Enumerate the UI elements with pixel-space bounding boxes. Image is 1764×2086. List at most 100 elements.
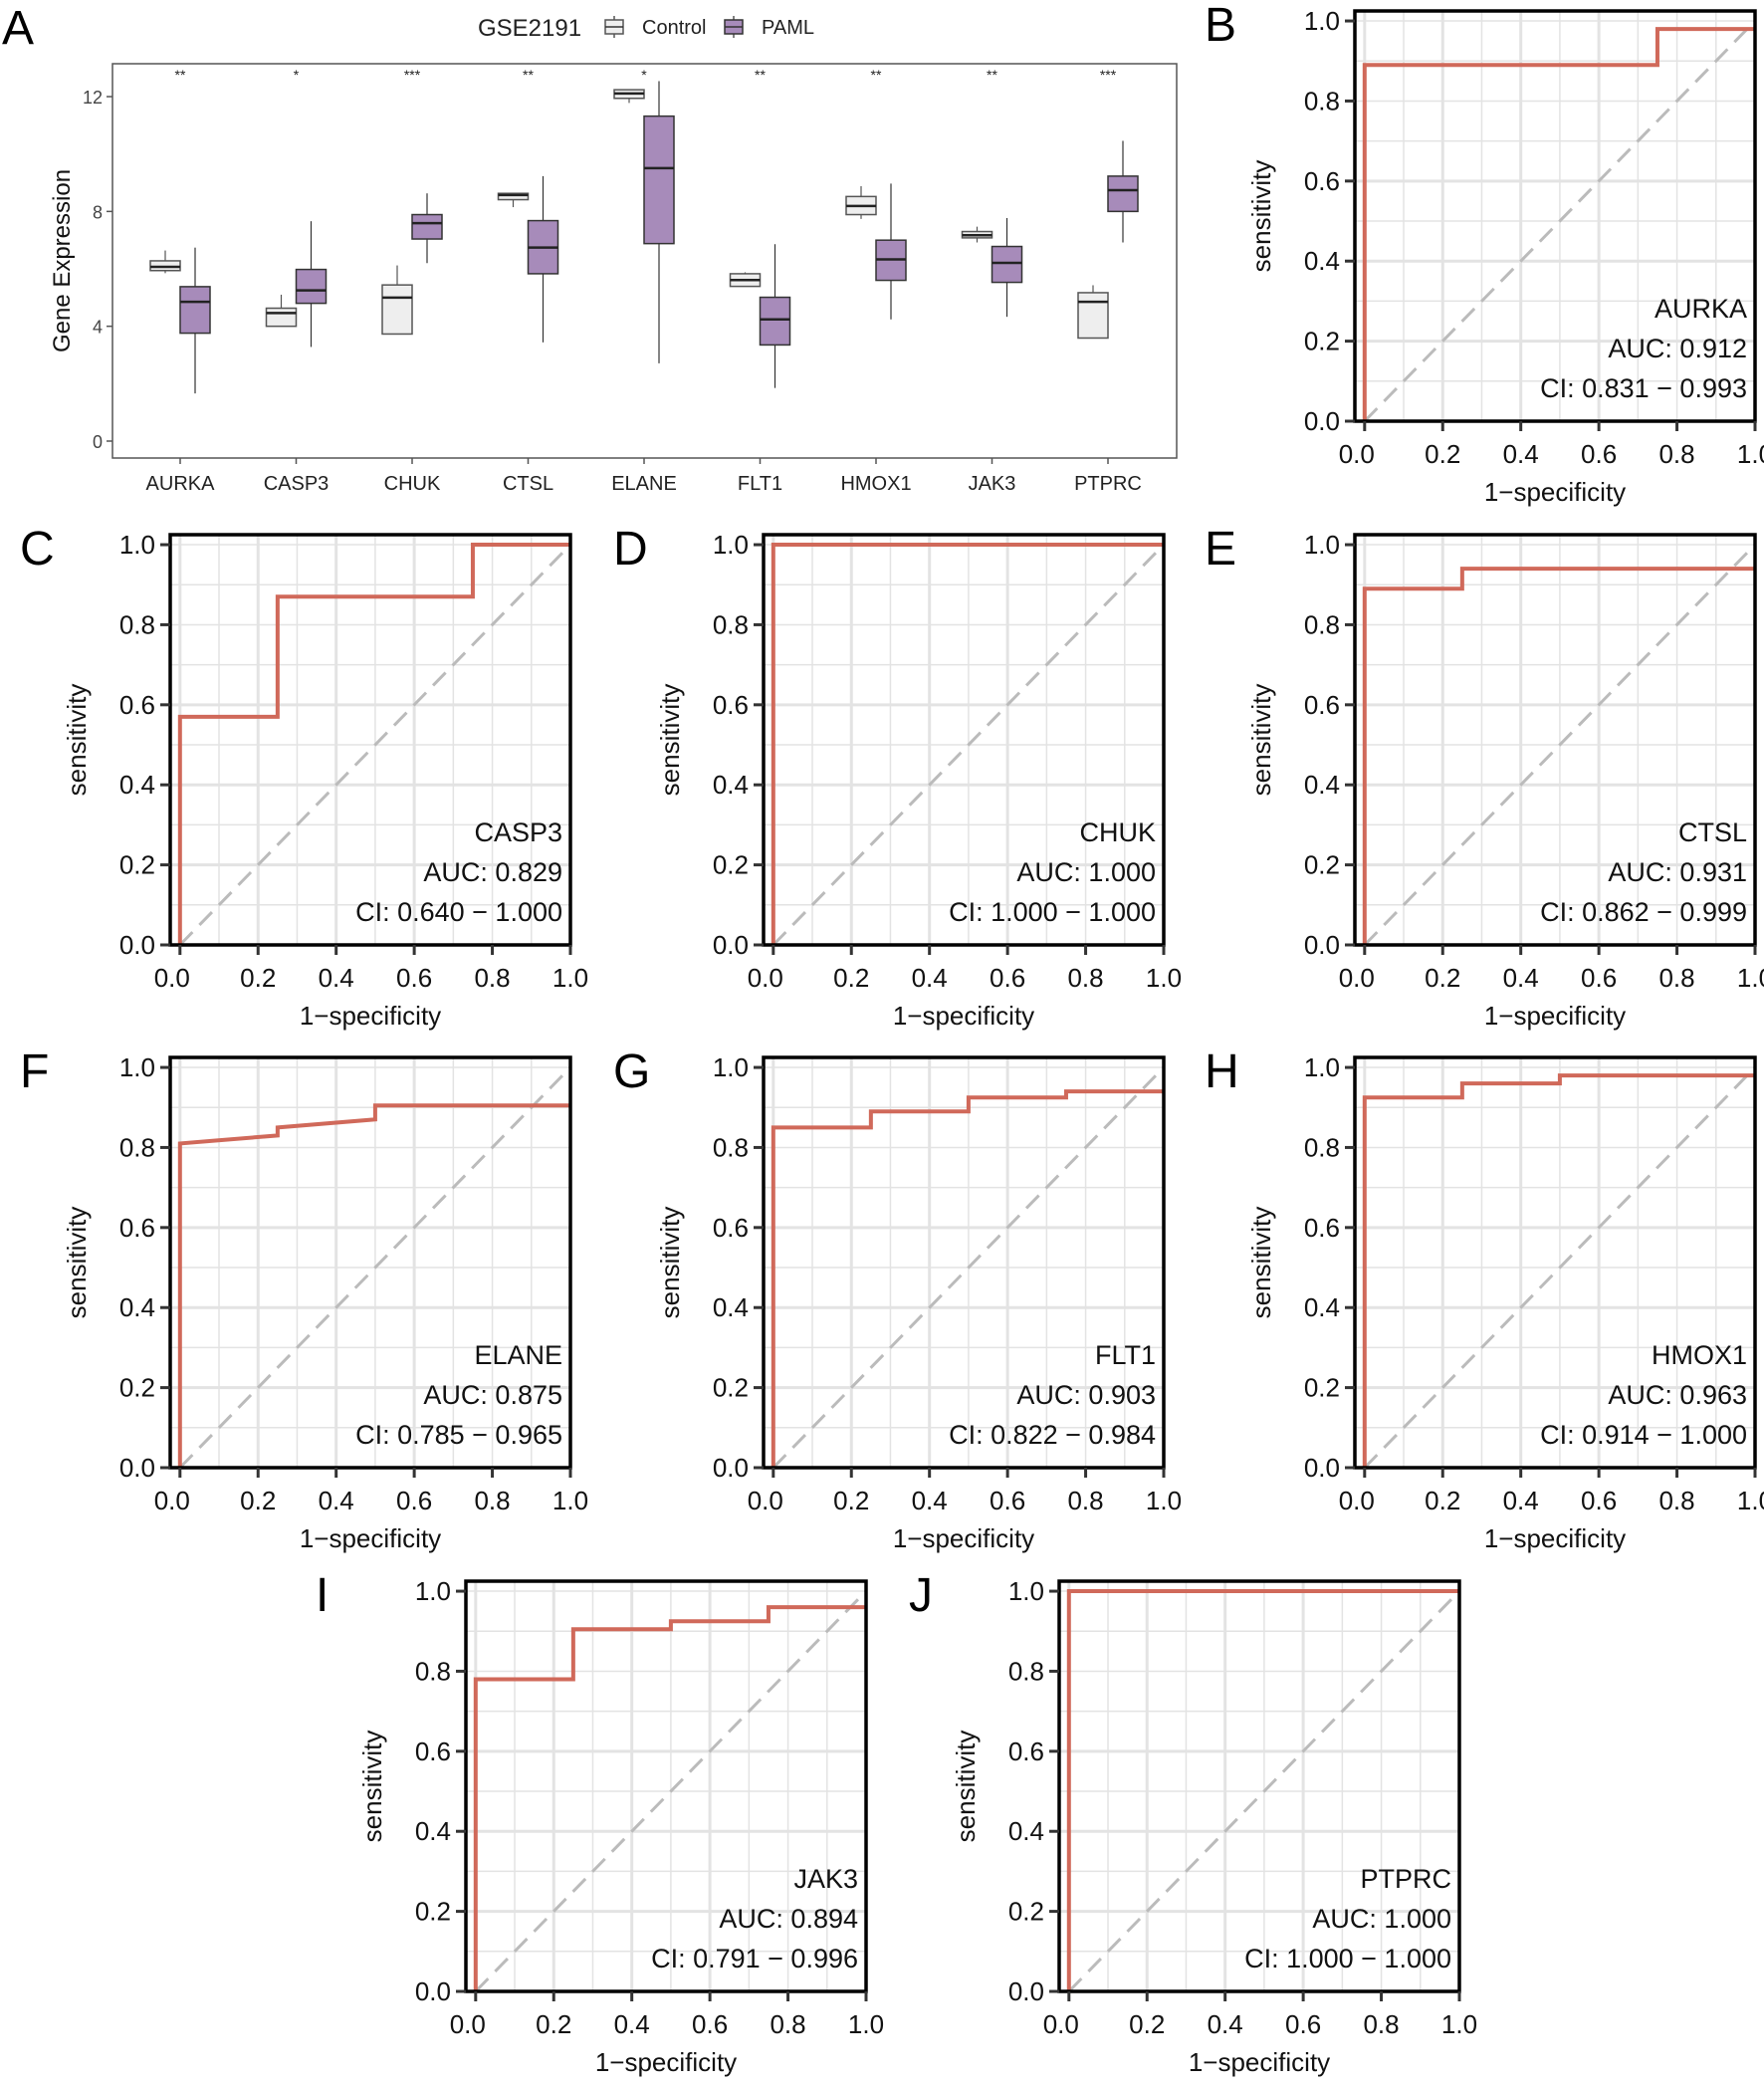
x-tick-label: 0.6: [692, 2009, 728, 2039]
x-tick-label: 1.0: [1737, 1486, 1764, 1515]
box-control-casp3: [265, 294, 298, 328]
y-tick-label: 0.6: [1304, 1213, 1340, 1243]
y-tick-label: 0.0: [1304, 930, 1340, 960]
y-tick-label: 1.0: [119, 530, 155, 560]
x-tick-label: 0.6: [990, 963, 1025, 993]
x-tick-label: 0.0: [748, 1486, 783, 1515]
box-iqr: [1077, 292, 1109, 340]
significance-stars: **: [175, 67, 186, 83]
reference-diagonal: [772, 544, 1166, 947]
y-tick-label: 0.2: [1304, 1373, 1340, 1403]
y-tick-label: 1.0: [1304, 530, 1340, 560]
y-axis-title: sensitivity: [357, 1731, 387, 1843]
plot-frame: [464, 1579, 868, 1993]
significance-stars: *: [641, 67, 647, 83]
panel-d-roc-chuk: D 0.00.0 0.2 0.2 0.4 0.4 0.6 0.6 0.8 0.8 1.0 1.0 1−s…: [613, 523, 1182, 1031]
ci-label: CI: 1.000 − 1.000: [949, 897, 1156, 927]
box-paml-jak3: [991, 217, 1023, 318]
y-tick-label: 0.2: [119, 1373, 155, 1403]
y-tick-label: 1.0: [415, 1576, 451, 1606]
plot-area: [170, 535, 570, 945]
gene-label: PTPRC: [1360, 1864, 1451, 1894]
x-tick-label: 0.8: [1658, 439, 1694, 469]
y-tick-label: 0.4: [119, 770, 155, 800]
panel-h-roc-hmox1: H 0.0 0.0 0.2 0.2 0.4 0.4 0.6 0.6 0.8 0.8 1.0 1.0 1−s…: [1205, 1045, 1764, 1553]
y-tick-label: 8: [93, 202, 103, 222]
y-tick-label: 0.6: [1304, 690, 1340, 720]
x-tick-label: 0.4: [1208, 2009, 1243, 2039]
box-iqr: [991, 245, 1023, 284]
x-tick-label: 1.0: [552, 1486, 588, 1515]
x-tick-label: 0.6: [1581, 963, 1617, 993]
x-tick-label: 1.0: [848, 2009, 884, 2039]
x-tick-label: CTSL: [503, 473, 553, 495]
box-paml-ctsl: [527, 175, 559, 343]
x-tick-label: 0.2: [833, 963, 869, 993]
plot-area: [170, 1057, 570, 1468]
x-tick-label: 0.8: [1658, 963, 1694, 993]
y-tick-label: 1.0: [119, 1052, 155, 1082]
significance-stars: **: [871, 67, 882, 83]
x-tick-label: 0.2: [1129, 2009, 1165, 2039]
y-axis-title: Gene Expression: [49, 169, 76, 352]
y-tick-label: 1.0: [1304, 6, 1340, 36]
x-tick-label: 0.4: [319, 1486, 354, 1515]
y-tick-label: 1.0: [1008, 1576, 1044, 1606]
y-tick-label: 0.8: [713, 1132, 749, 1162]
y-tick-label: 0.0: [119, 1453, 155, 1483]
gene-label: CASP3: [474, 817, 562, 847]
plot-frame: [1057, 1579, 1461, 1993]
plot-area: [764, 535, 1164, 945]
y-tick-label: 0.2: [1304, 327, 1340, 356]
x-tick-label: 0.0: [1339, 1486, 1375, 1515]
box-iqr: [179, 286, 211, 335]
x-tick-label: 0.0: [748, 963, 783, 993]
auc-label: AUC: 0.912: [1608, 334, 1747, 363]
y-tick-label: 0: [93, 432, 103, 452]
gene-label: FLT1: [1095, 1340, 1156, 1370]
box-paml-casp3: [295, 221, 328, 348]
roc-curve: [1362, 27, 1755, 421]
box-iqr: [1107, 175, 1139, 213]
y-axis-title: sensitivity: [1246, 1207, 1276, 1319]
box-control-elane: [613, 89, 645, 104]
plot-area: [1355, 11, 1755, 421]
x-tick-label: CASP3: [264, 473, 330, 495]
y-tick-label: 1.0: [713, 530, 749, 560]
ci-label: CI: 0.791 − 0.996: [651, 1944, 858, 1973]
gene-label: ELANE: [474, 1340, 562, 1370]
reference-diagonal: [474, 1590, 868, 1993]
legend-title: GSE2191: [478, 15, 581, 42]
x-tick-label: 0.0: [154, 963, 190, 993]
y-tick-label: 0.0: [1304, 406, 1340, 436]
x-tick-label: 0.6: [990, 1486, 1025, 1515]
gene-label: JAK3: [793, 1864, 858, 1894]
y-tick-label: 0.2: [415, 1897, 451, 1927]
ci-label: CI: 0.785 − 0.965: [355, 1420, 562, 1450]
x-tick-label: 0.8: [474, 963, 510, 993]
y-tick-label: 0.2: [1304, 850, 1340, 880]
box-paml-flt1: [759, 244, 791, 388]
box-control-ptprc: [1077, 285, 1109, 340]
y-axis-title: sensitivity: [62, 684, 92, 797]
box-paml-hmox1: [875, 183, 907, 320]
legend-key-control: [604, 16, 624, 38]
x-axis-title: 1−specificity: [893, 1523, 1034, 1553]
x-tick-label: 0.8: [474, 1486, 510, 1515]
x-tick-label: PTPRC: [1074, 473, 1142, 495]
roc-curve: [771, 543, 1164, 945]
reference-diagonal: [1363, 20, 1757, 423]
plot-frame: [1353, 1055, 1757, 1470]
x-axis-title: 1−specificity: [1484, 1001, 1626, 1031]
y-tick-label: 0.6: [119, 1213, 155, 1243]
x-axis-title: 1−specificity: [1189, 2047, 1330, 2077]
x-tick-label: 0.4: [614, 2009, 650, 2039]
y-axis-title: sensitivity: [1246, 684, 1276, 797]
roc-curve: [1066, 1589, 1459, 1991]
box-control-ctsl: [497, 192, 530, 208]
y-tick-label: 0.6: [713, 690, 749, 720]
x-axis-title: 1−specificity: [300, 1523, 441, 1553]
y-tick-label: 0.8: [1304, 1132, 1340, 1162]
y-axis-title: sensitivity: [62, 1207, 92, 1319]
x-axis-title: 1−specificity: [300, 1001, 441, 1031]
